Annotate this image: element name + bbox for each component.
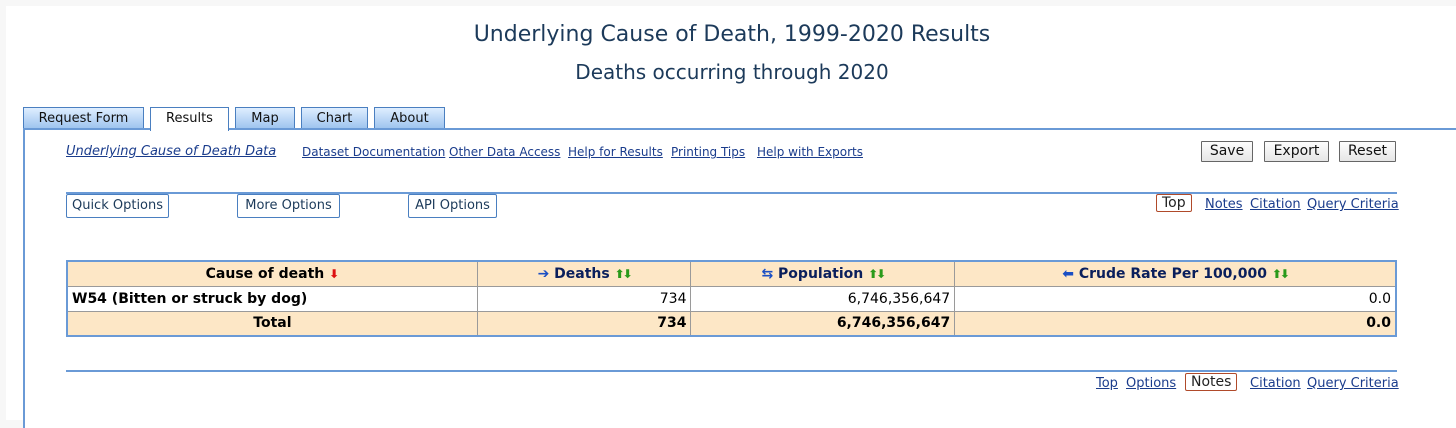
tab-about[interactable]: About [374, 107, 445, 129]
anchor-citation[interactable]: Citation [1250, 197, 1301, 212]
api-options-button[interactable]: API Options [408, 194, 497, 218]
reset-button[interactable]: Reset [1339, 141, 1396, 162]
anchor-notes[interactable]: Notes [1205, 197, 1243, 212]
table-row: W54 (Bitten or struck by dog) 734 6,746,… [66, 285, 1397, 312]
cell-total-crude-rate: 0.0 [954, 310, 1397, 337]
anchor-top[interactable]: Top [1096, 376, 1118, 391]
cell-total-deaths: 734 [476, 310, 692, 337]
help-with-exports-link[interactable]: Help with Exports [757, 145, 863, 159]
section-divider [66, 192, 1397, 194]
cell-crude-rate: 0.0 [954, 285, 1397, 312]
green-up-down-arrows-icon[interactable]: ⬆⬇ [1271, 266, 1290, 281]
dataset-documentation-link[interactable]: Dataset Documentation [302, 145, 446, 159]
printing-tips-link[interactable]: Printing Tips [671, 145, 746, 159]
col-header-crude-rate[interactable]: ⬅ Crude Rate Per 100,000 ⬆⬇ [954, 260, 1397, 287]
col-header-deaths[interactable]: ➔ Deaths ⬆⬇ [476, 260, 692, 287]
red-down-arrow-icon[interactable]: ⬇ [329, 266, 340, 281]
dataset-link[interactable]: Underlying Cause of Death Data [66, 144, 277, 159]
cell-deaths: 734 [476, 285, 692, 312]
table-header-row: Cause of death ⬇ ➔ Deaths ⬆⬇ ⇆ Populatio… [66, 260, 1397, 287]
anchor-citation[interactable]: Citation [1250, 376, 1301, 391]
blue-left-arrow-icon[interactable]: ⬅ [1062, 265, 1074, 282]
anchor-options[interactable]: Options [1126, 376, 1177, 391]
export-button[interactable]: Export [1264, 141, 1329, 162]
cell-total-label: Total [66, 310, 478, 337]
tab-chart[interactable]: Chart [301, 107, 368, 129]
page-title: Underlying Cause of Death, 1999-2020 Res… [473, 22, 991, 47]
save-button[interactable]: Save [1201, 141, 1253, 162]
page-subtitle: Deaths occurring through 2020 [575, 60, 889, 84]
more-options-button[interactable]: More Options [237, 194, 340, 218]
cell-cause: W54 (Bitten or struck by dog) [66, 285, 478, 312]
cell-total-population: 6,746,356,647 [690, 310, 956, 337]
table-total-row: Total 734 6,746,356,647 0.0 [66, 310, 1397, 337]
cell-population: 6,746,356,647 [690, 285, 956, 312]
anchor-query-criteria[interactable]: Query Criteria [1307, 376, 1399, 391]
col-header-population[interactable]: ⇆ Population ⬆⬇ [690, 260, 956, 287]
anchor-notes-current: Notes [1185, 373, 1238, 391]
tab-map[interactable]: Map [235, 107, 295, 129]
quick-options-button[interactable]: Quick Options [66, 194, 169, 218]
blue-right-arrow-icon[interactable]: ➔ [537, 265, 550, 282]
blue-swap-arrow-icon[interactable]: ⇆ [761, 265, 774, 282]
green-up-down-arrows-icon[interactable]: ⬆⬇ [868, 266, 886, 281]
anchor-top-current: Top [1156, 194, 1192, 212]
anchor-query-criteria[interactable]: Query Criteria [1307, 197, 1399, 212]
results-table: Cause of death ⬇ ➔ Deaths ⬆⬇ ⇆ Populatio… [66, 260, 1397, 337]
green-up-down-arrows-icon[interactable]: ⬆⬇ [614, 266, 633, 281]
tab-request-form[interactable]: Request Form [23, 107, 144, 129]
tab-results[interactable]: Results [150, 107, 229, 131]
section-divider [66, 370, 1397, 372]
col-header-cause[interactable]: Cause of death ⬇ [66, 260, 478, 287]
help-for-results-link[interactable]: Help for Results [568, 145, 663, 159]
other-data-access-link[interactable]: Other Data Access [449, 145, 561, 159]
